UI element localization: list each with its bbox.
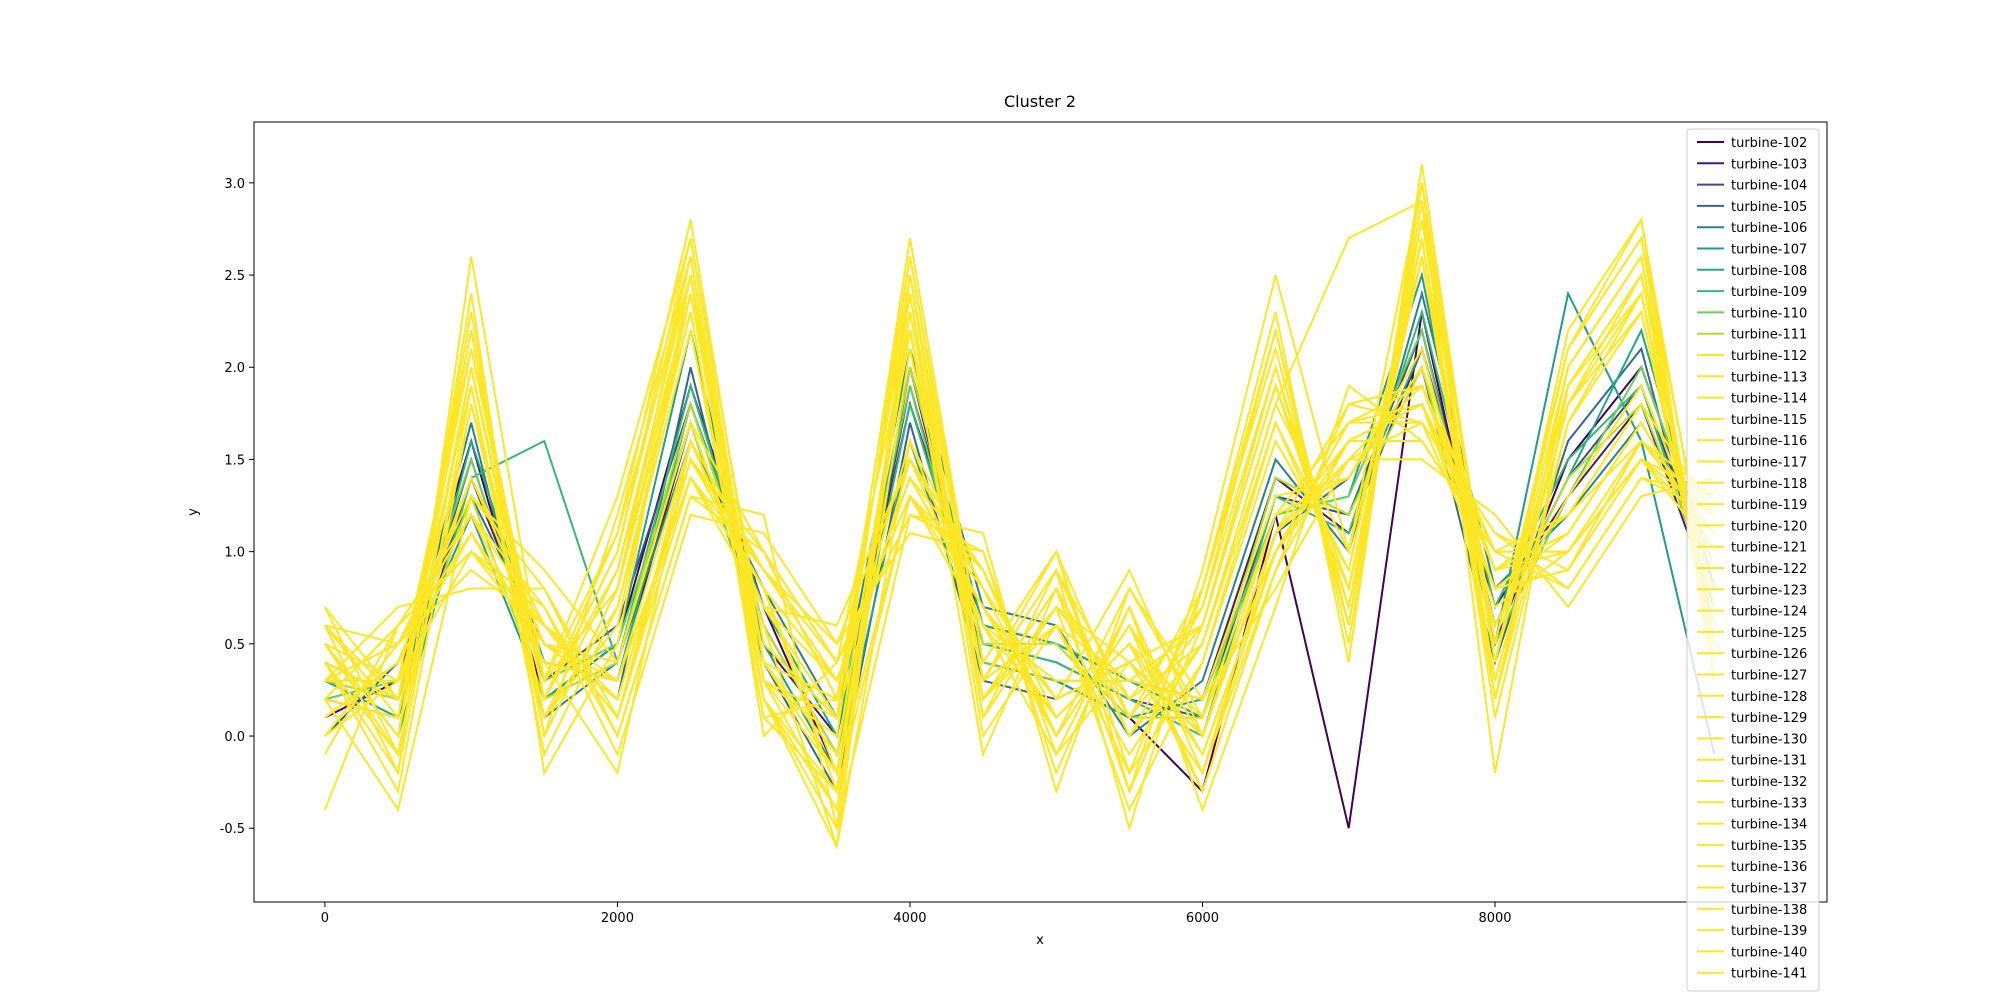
y-tick-label: 2.0 bbox=[224, 361, 245, 376]
series-line bbox=[324, 256, 1716, 795]
series-line bbox=[324, 164, 1716, 832]
legend-label: turbine-125 bbox=[1731, 626, 1807, 641]
series-line bbox=[324, 238, 1716, 794]
legend-label: turbine-118 bbox=[1731, 477, 1807, 492]
legend-label: turbine-141 bbox=[1731, 967, 1807, 982]
series-line bbox=[324, 402, 1716, 739]
y-axis-label: y bbox=[186, 508, 201, 516]
plot-frame bbox=[253, 121, 1828, 903]
y-tick-label: -0.5 bbox=[220, 822, 245, 837]
chart-title: Cluster 2 bbox=[1004, 92, 1076, 111]
series-line bbox=[324, 182, 1716, 832]
x-tick-label: 2000 bbox=[601, 911, 634, 926]
legend-label: turbine-117 bbox=[1731, 456, 1807, 471]
legend-label: turbine-122 bbox=[1731, 562, 1807, 577]
legend-label: turbine-134 bbox=[1731, 818, 1807, 833]
legend-label: turbine-138 bbox=[1731, 903, 1807, 918]
legend-label: turbine-111 bbox=[1731, 328, 1807, 343]
series-line bbox=[324, 256, 1716, 813]
legend-label: turbine-136 bbox=[1731, 860, 1807, 875]
legend-label: turbine-107 bbox=[1731, 243, 1807, 258]
legend-label: turbine-121 bbox=[1731, 541, 1807, 556]
series-line bbox=[324, 346, 1716, 795]
legend-label: turbine-102 bbox=[1731, 136, 1807, 151]
legend-label: turbine-128 bbox=[1731, 690, 1807, 705]
legend-label: turbine-133 bbox=[1731, 796, 1807, 811]
series-line bbox=[324, 201, 1716, 851]
legend-label: turbine-123 bbox=[1731, 583, 1807, 598]
legend-label: turbine-110 bbox=[1731, 306, 1807, 321]
series-line bbox=[324, 384, 1716, 776]
x-tick-label: 4000 bbox=[893, 911, 926, 926]
legend-label: turbine-120 bbox=[1731, 519, 1807, 534]
legend-label: turbine-126 bbox=[1731, 647, 1807, 662]
series-line bbox=[324, 311, 1716, 829]
legend-label: turbine-112 bbox=[1731, 349, 1807, 364]
y-tick-label: 1.0 bbox=[224, 546, 245, 561]
legend-label: turbine-139 bbox=[1731, 924, 1807, 939]
legend-label: turbine-129 bbox=[1731, 711, 1807, 726]
legend-label: turbine-119 bbox=[1731, 498, 1807, 513]
y-tick-label: 3.0 bbox=[224, 177, 245, 192]
legend-label: turbine-135 bbox=[1731, 839, 1807, 854]
legend-label: turbine-116 bbox=[1731, 434, 1807, 449]
legend-label: turbine-124 bbox=[1731, 605, 1807, 620]
legend-label: turbine-130 bbox=[1731, 732, 1807, 747]
legend-label: turbine-105 bbox=[1731, 200, 1807, 215]
legend-label: turbine-109 bbox=[1731, 285, 1807, 300]
series-line bbox=[324, 219, 1716, 813]
legend-label: turbine-103 bbox=[1731, 157, 1807, 172]
series-line bbox=[324, 237, 1716, 813]
series-line bbox=[324, 237, 1716, 776]
y-tick-label: 1.5 bbox=[224, 453, 245, 468]
legend-label: turbine-115 bbox=[1731, 413, 1807, 428]
x-tick-label: 0 bbox=[321, 911, 329, 926]
legend-label: turbine-131 bbox=[1731, 754, 1807, 769]
x-axis-label: x bbox=[1036, 933, 1044, 948]
legend-label: turbine-108 bbox=[1731, 264, 1807, 279]
legend-box bbox=[1686, 128, 1820, 992]
legend-label: turbine-132 bbox=[1731, 775, 1807, 790]
legend-label: turbine-114 bbox=[1731, 392, 1807, 407]
legend-label: turbine-113 bbox=[1731, 370, 1807, 385]
y-tick-label: 0.5 bbox=[224, 638, 245, 653]
legend-label: turbine-137 bbox=[1731, 882, 1807, 897]
x-tick-label: 6000 bbox=[1186, 911, 1219, 926]
legend-label: turbine-104 bbox=[1731, 179, 1807, 194]
y-tick-label: 2.5 bbox=[224, 269, 245, 284]
legend-label: turbine-140 bbox=[1731, 945, 1807, 960]
y-tick-label: 0.0 bbox=[224, 730, 245, 745]
legend-label: turbine-127 bbox=[1731, 669, 1807, 684]
x-tick-label: 8000 bbox=[1478, 911, 1511, 926]
plot-lines bbox=[323, 164, 1716, 851]
series-line bbox=[324, 402, 1716, 795]
legend-label: turbine-106 bbox=[1731, 221, 1807, 236]
series-line bbox=[324, 346, 1716, 848]
